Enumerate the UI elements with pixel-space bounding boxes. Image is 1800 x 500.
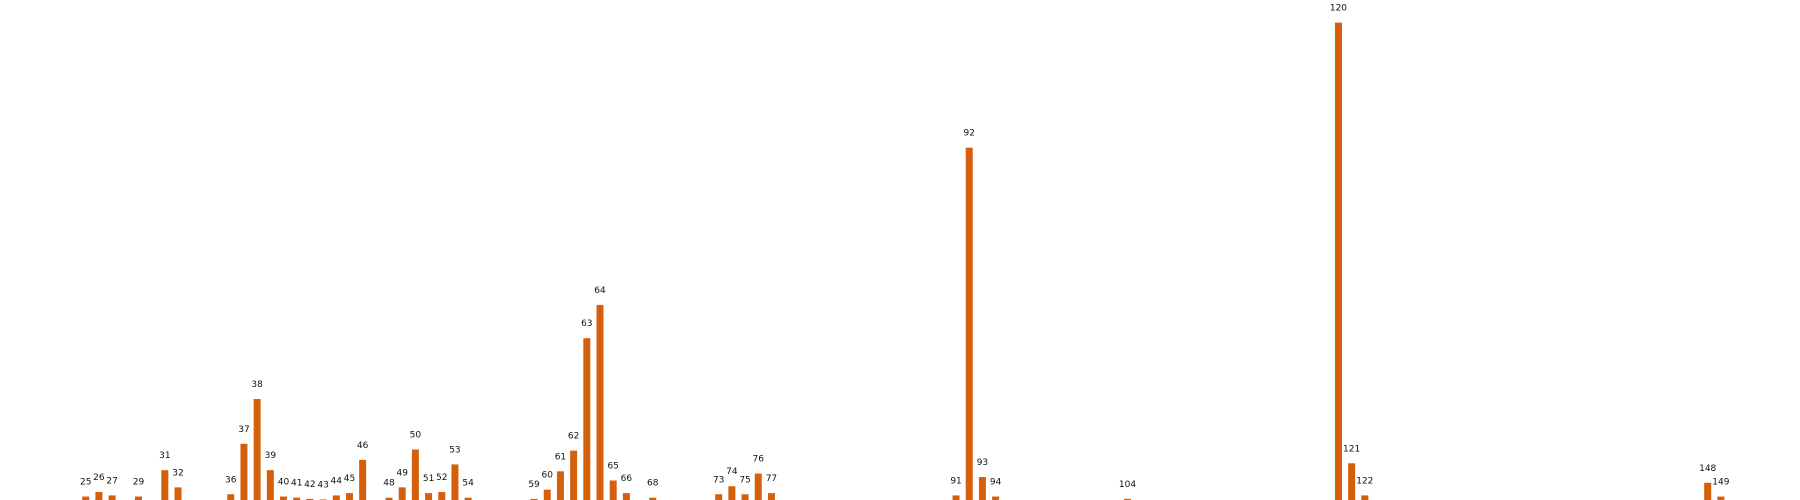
bar (596, 304, 604, 500)
bar (95, 491, 103, 500)
bar-label: 50 (410, 431, 422, 441)
bar (359, 459, 367, 500)
bar-label: 148 (1699, 464, 1716, 474)
bar-label: 73 (713, 475, 724, 485)
bar-label: 104 (1119, 480, 1136, 490)
bar-label: 31 (159, 451, 170, 461)
bar-label: 51 (423, 474, 434, 484)
bar-label: 77 (766, 474, 777, 484)
bar-label: 63 (581, 319, 592, 329)
bar-label: 48 (383, 479, 395, 489)
bar (992, 496, 1000, 500)
bar (530, 498, 538, 500)
bar (1334, 22, 1342, 500)
bar-label: 64 (594, 286, 606, 296)
bar (411, 449, 419, 500)
bar-label: 41 (291, 479, 302, 489)
bar (609, 480, 617, 500)
bar-label: 25 (80, 478, 91, 488)
bar-label: 27 (106, 476, 117, 486)
bar-label: 93 (977, 458, 988, 468)
bar (108, 495, 116, 500)
bar (649, 497, 657, 500)
bar-label: 66 (621, 474, 633, 484)
bar-label: 121 (1343, 444, 1360, 454)
bar (451, 464, 459, 500)
bar-label: 94 (990, 478, 1002, 488)
bar (385, 497, 393, 500)
bar-label: 45 (344, 474, 355, 484)
bar (1123, 498, 1131, 500)
bar (754, 473, 762, 500)
bar-label: 36 (225, 475, 237, 485)
bar-label: 68 (647, 479, 659, 489)
bar (345, 493, 353, 500)
bar-label: 29 (133, 478, 145, 488)
bar (767, 493, 775, 500)
bar-label: 54 (462, 479, 474, 489)
bar (266, 470, 274, 500)
bar-label: 44 (331, 476, 343, 486)
bar-label: 38 (251, 380, 263, 390)
bar (543, 489, 551, 500)
bar (570, 450, 578, 500)
bar (161, 470, 169, 500)
bar-label: 40 (278, 478, 290, 488)
bar (174, 487, 182, 500)
bar-label: 46 (357, 441, 369, 451)
bar (332, 495, 340, 500)
bar-label: 61 (555, 452, 566, 462)
bar (978, 477, 986, 500)
bar (293, 497, 301, 500)
bar (425, 493, 433, 500)
bar (952, 495, 960, 500)
bar (134, 496, 142, 500)
bar-label: 92 (964, 129, 975, 139)
bar (1348, 463, 1356, 500)
bar (280, 496, 288, 500)
bar-label: 53 (449, 445, 460, 455)
bar-label: 62 (568, 432, 579, 442)
bar-label: 32 (172, 468, 183, 478)
bar (464, 497, 472, 500)
bar-label: 59 (528, 480, 540, 490)
bar-label: 42 (304, 480, 315, 490)
bar-label: 37 (238, 425, 249, 435)
bar (728, 486, 736, 500)
bar (1704, 482, 1712, 500)
bar (306, 498, 314, 500)
bar-label: 60 (542, 471, 554, 481)
bar-label: 149 (1712, 478, 1729, 488)
bar-label: 122 (1356, 476, 1373, 486)
bar-label: 74 (726, 467, 738, 477)
bar (556, 471, 564, 500)
bar (1361, 495, 1369, 500)
bar (240, 443, 248, 500)
bar-label: 120 (1330, 4, 1347, 14)
bar-label: 76 (753, 455, 765, 465)
bar-label: 39 (265, 451, 277, 461)
bar (253, 399, 261, 500)
bar-label: 26 (93, 473, 105, 483)
bar (438, 491, 446, 500)
bar (82, 496, 90, 500)
bar (583, 338, 591, 500)
bar (715, 494, 723, 500)
bar-label: 91 (950, 476, 961, 486)
bar (622, 493, 630, 500)
bar (965, 147, 973, 500)
bar (1717, 496, 1725, 500)
bar-label: 65 (607, 461, 618, 471)
bar-label: 75 (739, 475, 750, 485)
bar-label: 52 (436, 473, 447, 483)
bar (227, 494, 235, 500)
bar (741, 494, 749, 500)
bar (398, 487, 406, 500)
bar-label: 43 (317, 480, 328, 490)
bar-label: 49 (396, 468, 408, 478)
